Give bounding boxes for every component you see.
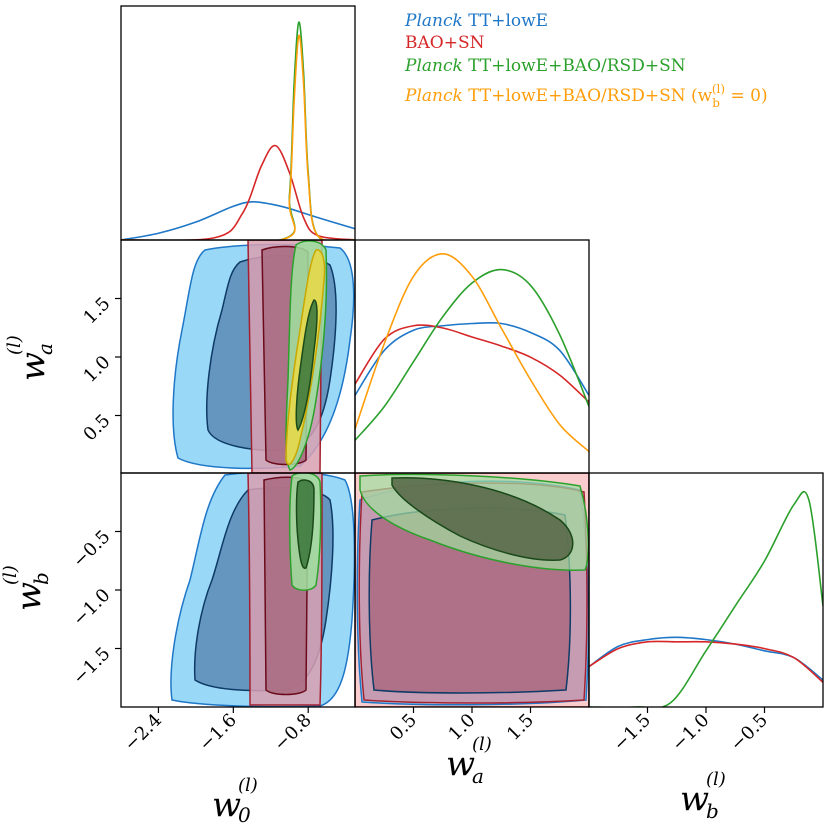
frame-wa (354, 239, 590, 474)
svg-text:w: w (212, 785, 241, 825)
svg-text:a: a (33, 343, 57, 355)
svg-text:0: 0 (238, 803, 251, 827)
xtick-label-wa-0: 0.5 (386, 710, 421, 745)
panel-w0-wa (172, 240, 355, 473)
xtick-label-wb-2: −0.5 (726, 710, 772, 756)
svg-text:b: b (706, 799, 719, 823)
svg-text:w: w (9, 582, 49, 611)
ytick-label-wb-0: −1.5 (69, 643, 115, 689)
svg-text:w: w (446, 744, 475, 784)
legend: Planck TT+lowE BAO+SN Planck TT+lowE+BAO… (404, 11, 768, 110)
marginal-w0-series-3 (121, 34, 355, 240)
ytick-label-wb-2: −0.5 (69, 526, 115, 572)
comb-w0-wa-68 (295, 299, 318, 432)
svg-text:w: w (13, 352, 53, 381)
marginal-wb-series-1 (589, 640, 823, 683)
xtick-label-w0-0: −2.4 (120, 710, 166, 756)
marginal-w0-series-2 (121, 21, 355, 240)
axis-label-w0-x: w 0 (l) (212, 775, 258, 827)
panel-wa-wb (355, 473, 589, 707)
svg-text:(l): (l) (238, 775, 258, 796)
xtick-label-w0-1: −1.6 (195, 710, 241, 756)
svg-text:a: a (472, 764, 484, 788)
svg-text:(l): (l) (4, 335, 25, 355)
marginal-wa-series-1 (355, 324, 589, 403)
svg-text:(l): (l) (0, 565, 21, 585)
marginal-wb (589, 490, 823, 707)
svg-text:w: w (680, 779, 709, 819)
marginal-wa-series-3 (355, 253, 589, 453)
xtick-label-wb-0: −1.5 (609, 710, 655, 756)
axis-label-wa-x: w a (l) (446, 734, 492, 788)
marginal-wa-series-2 (355, 268, 589, 441)
svg-text:(l): (l) (706, 769, 726, 790)
marginal-w0-series-1 (121, 144, 355, 240)
xtick-label-w0-2: −0.8 (270, 710, 316, 756)
marginal-wa-series-0 (355, 321, 589, 396)
axis-label-wb-y: w b (l) (0, 565, 53, 611)
ytick-label-wb-1: −1.0 (69, 585, 115, 631)
legend-entry-combined: Planck TT+lowE+BAO/RSD+SN (404, 56, 686, 76)
xtick-label-wb-1: −1.0 (668, 710, 714, 756)
svg-text:b: b (29, 572, 53, 585)
marginal-w0-series-0 (121, 200, 355, 240)
axis-label-wa-y: w a (l) (4, 335, 57, 381)
marginal-wa (355, 253, 589, 453)
comb-w0-wb-68 (295, 479, 315, 569)
marginal-w0 (121, 21, 355, 240)
marginal-wb-series-0 (589, 636, 823, 681)
svg-text:(l): (l) (472, 734, 492, 755)
panel-w0-wb (170, 473, 355, 707)
ytick-label-wa-2: 1.5 (79, 293, 114, 328)
comb-wa-wb-68 (391, 477, 574, 561)
legend-entry-bao-sn: BAO+SN (405, 33, 485, 53)
marginal-wb-series-2 (589, 490, 823, 707)
xtick-label-wa-2: 1.5 (503, 710, 538, 745)
legend-entry-planck: Planck TT+lowE (404, 11, 548, 31)
legend-entry-combined-wb0: Planck TT+lowE+BAO/RSD+SN (wb(l) = 0) (404, 82, 768, 110)
ytick-label-wa-0: 0.5 (79, 410, 114, 445)
axis-label-wb-x: w b (l) (680, 769, 726, 823)
ytick-label-wa-1: 1.0 (79, 352, 114, 387)
frame-wb (588, 472, 824, 708)
